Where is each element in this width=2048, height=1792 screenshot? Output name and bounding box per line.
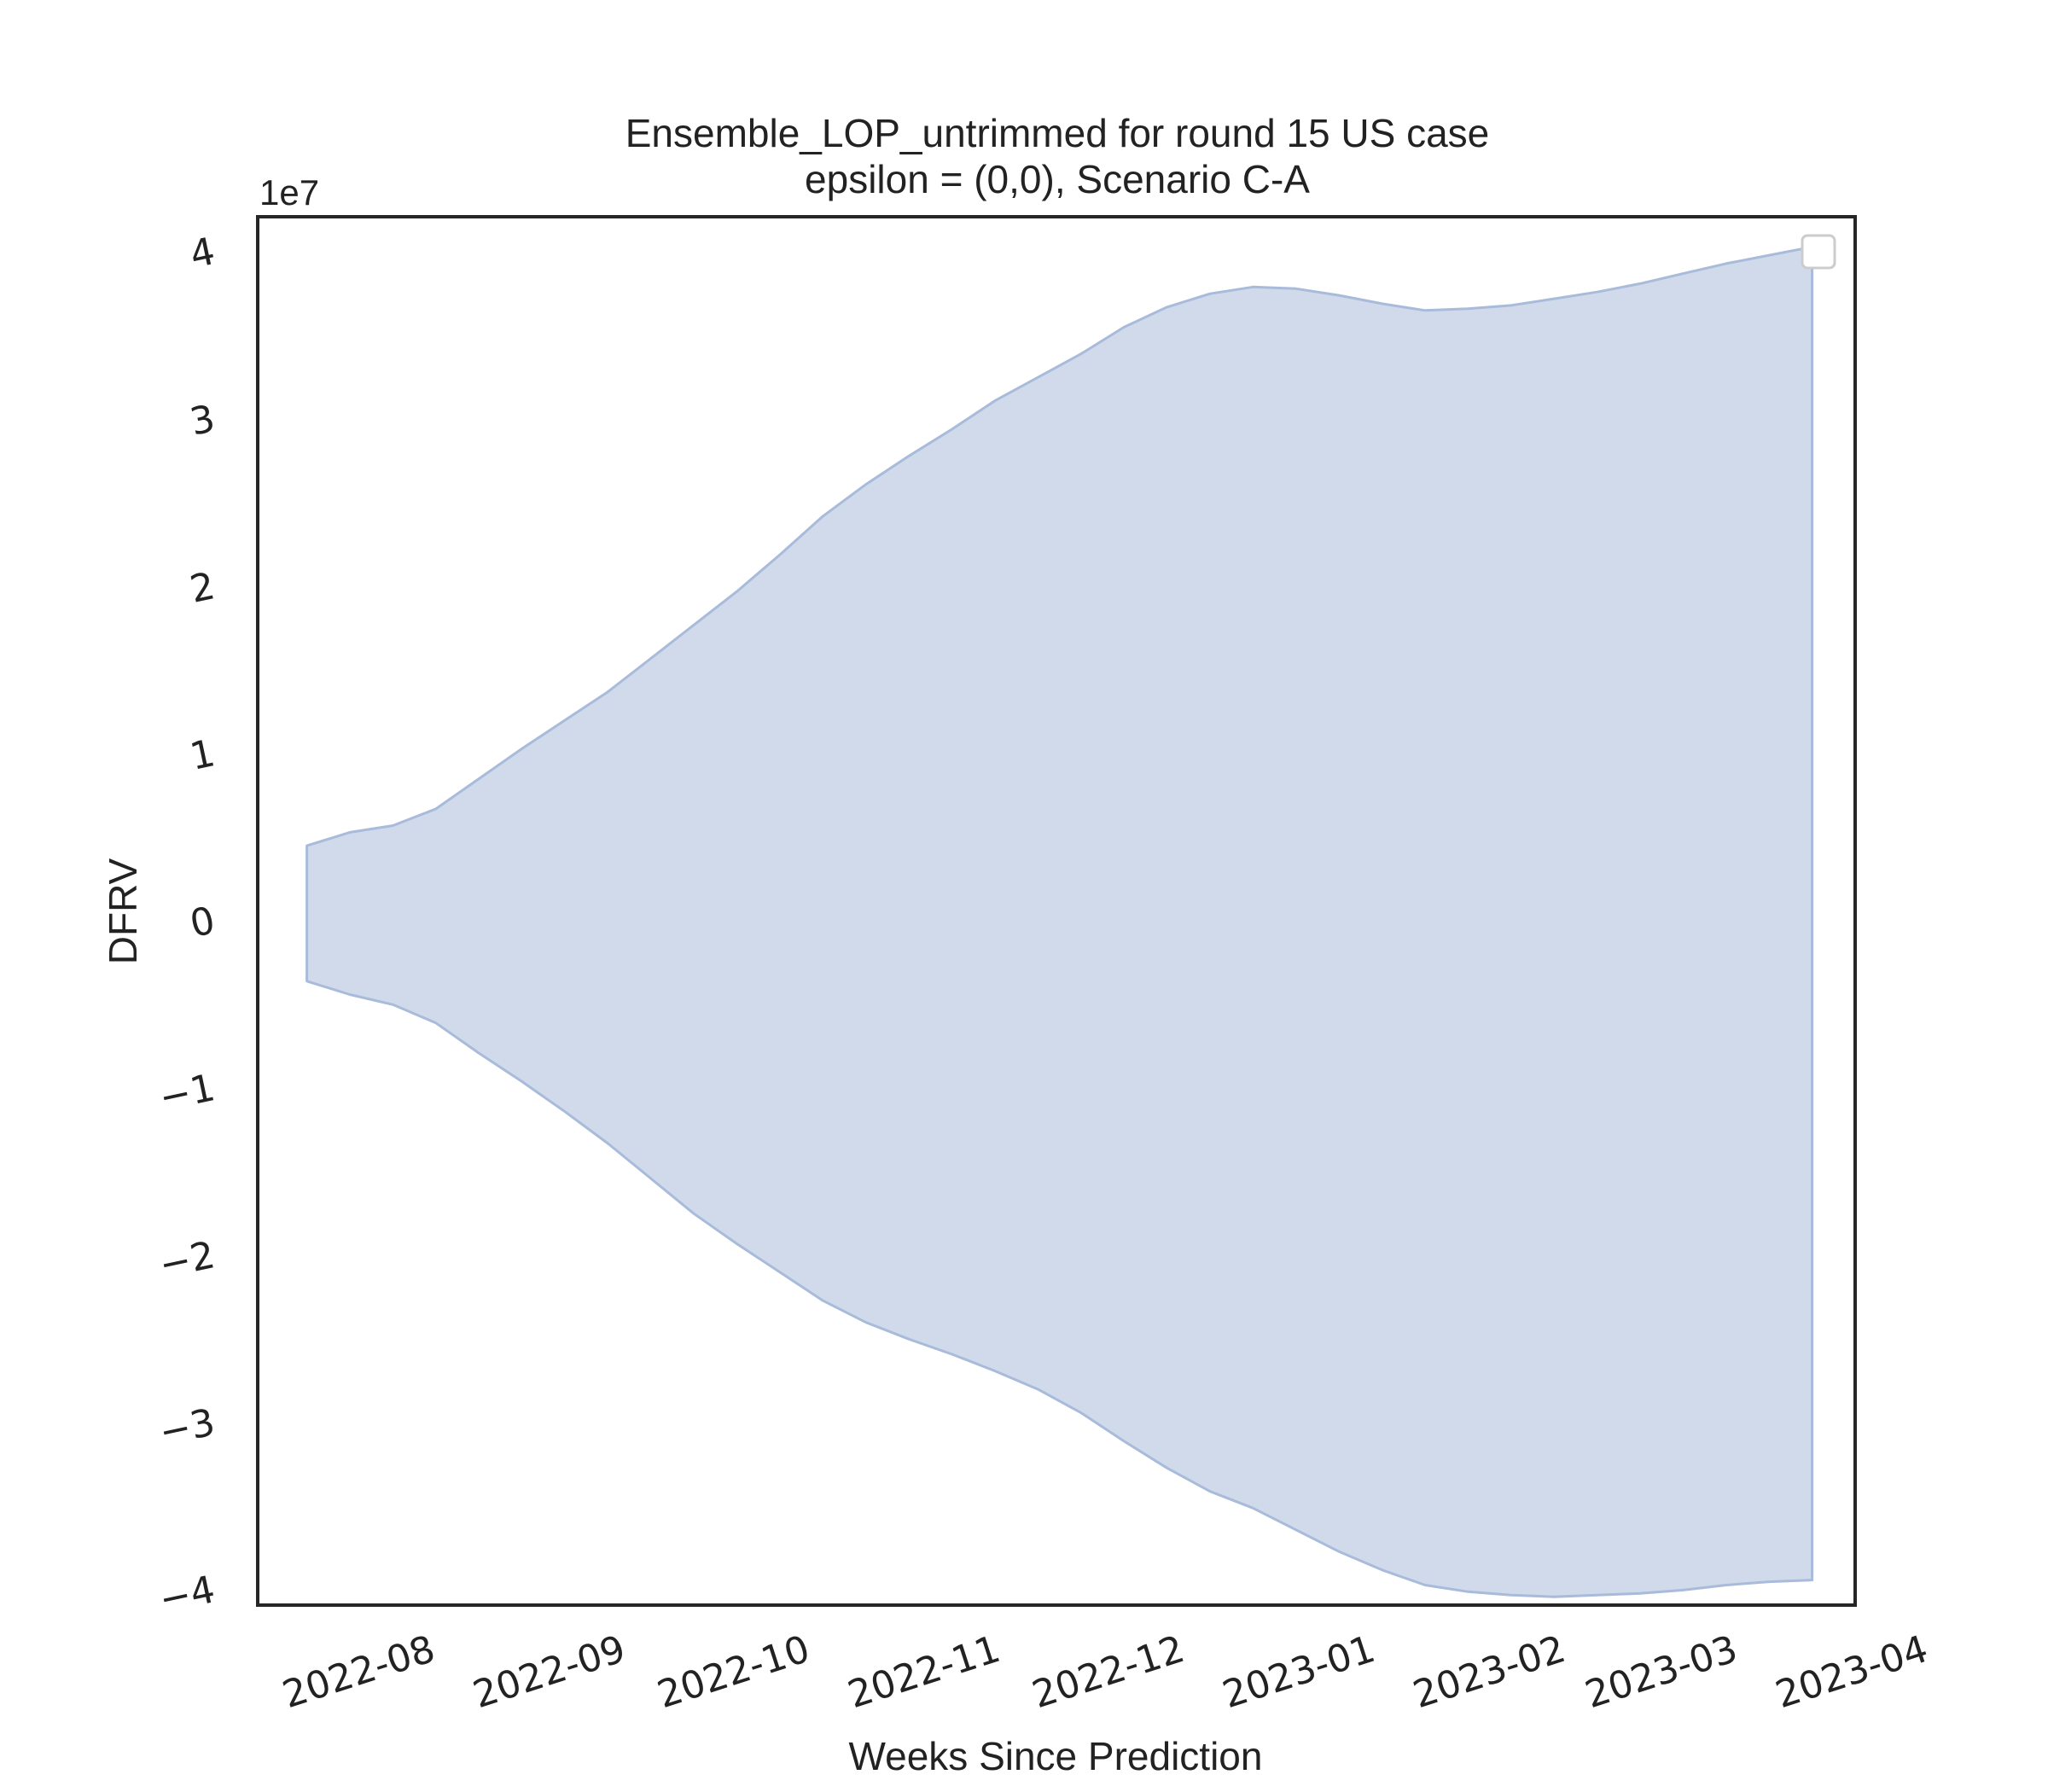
plot-frame [256, 215, 1857, 1607]
series-band [305, 245, 1814, 1598]
chart-subtitle: epsilon = (0,0), Scenario C-A [805, 157, 1310, 201]
plot-area [305, 245, 1814, 1598]
x-axis-label: Weeks Since Prediction [849, 1734, 1263, 1778]
y-offset-label: 1e7 [259, 172, 319, 212]
y-axis-label: DFRV [101, 858, 145, 964]
chart-title: Ensemble_LOP_untrimmed for round 15 US c… [625, 111, 1490, 155]
legend-box[interactable] [1801, 234, 1836, 270]
